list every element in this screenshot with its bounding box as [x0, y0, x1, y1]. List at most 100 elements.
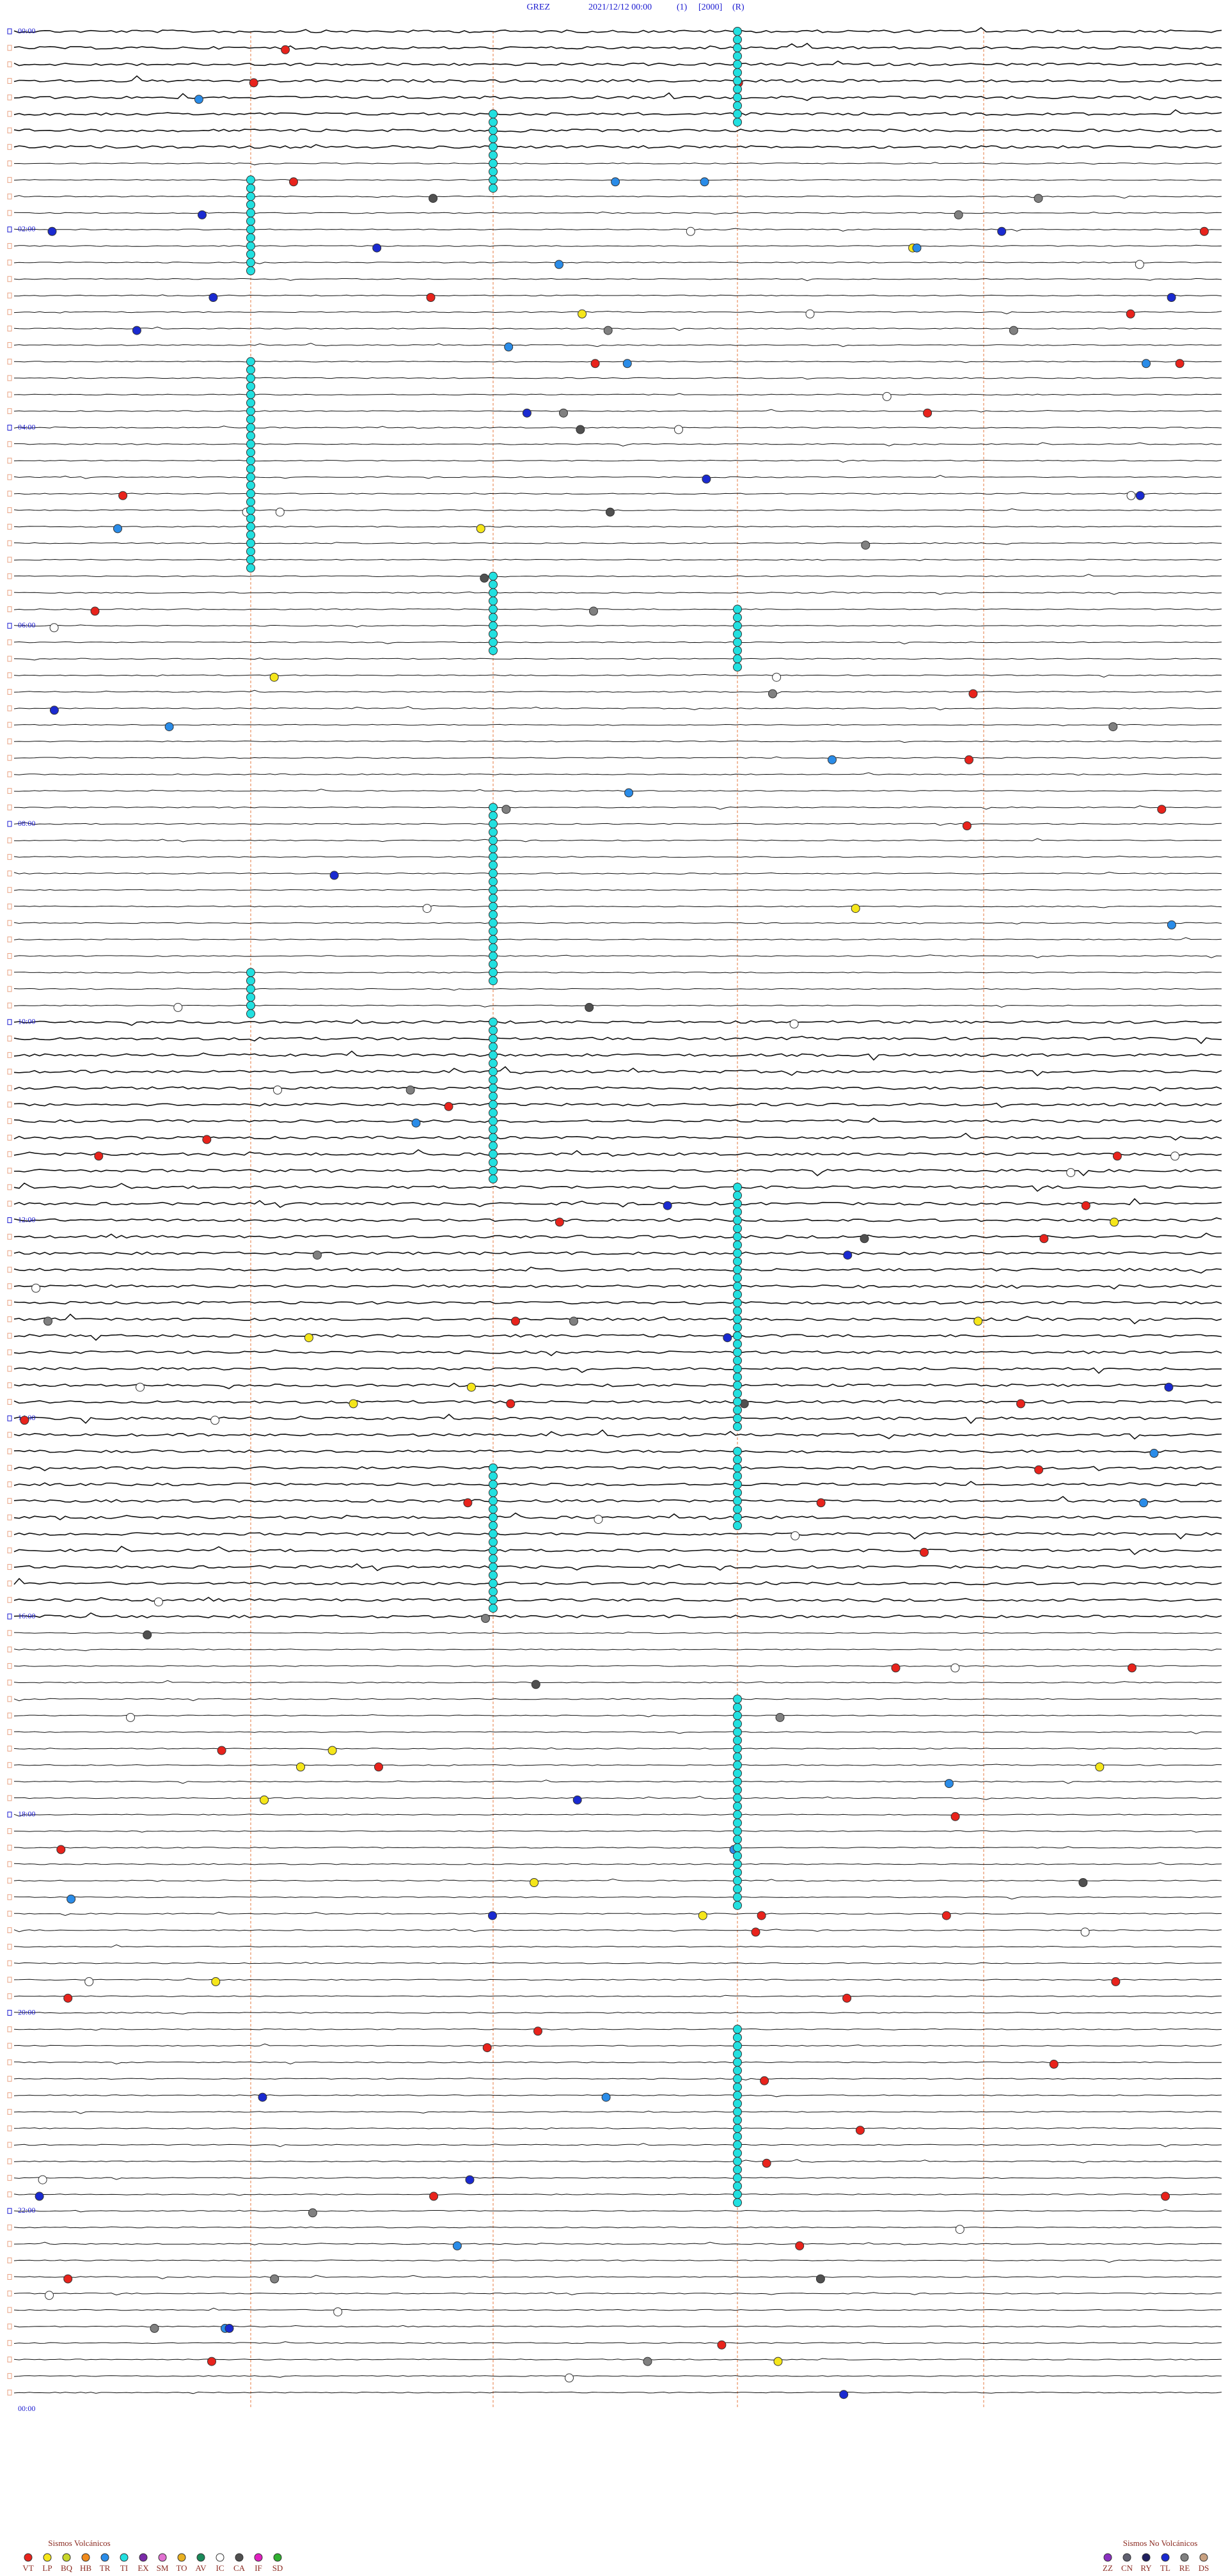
event-marker: [1157, 805, 1167, 814]
tremor-marker: [733, 1860, 742, 1869]
tremor-marker: [733, 1298, 742, 1308]
event-marker: [501, 805, 511, 814]
trace: [13, 1367, 1222, 1374]
row-marker: [7, 656, 12, 662]
row-marker: [7, 491, 12, 497]
tremor-marker: [489, 1480, 498, 1489]
tremor-marker: [733, 1851, 742, 1861]
event-marker: [38, 2175, 47, 2185]
event-marker: [1135, 491, 1145, 500]
trace: [13, 2275, 1222, 2279]
row-marker: [7, 28, 12, 35]
tremor-marker: [246, 365, 255, 375]
tremor-marker: [246, 216, 255, 226]
trace: [13, 1978, 1222, 1981]
tremor-marker: [733, 2074, 742, 2083]
row-marker: [7, 1167, 12, 1174]
trace: [13, 1466, 1222, 1471]
row-marker: [7, 507, 12, 514]
row-marker: [7, 226, 12, 233]
scale: [2000]: [698, 3, 722, 12]
datetime: 2021/12/12 00:00: [588, 3, 652, 12]
row-marker: [7, 821, 12, 827]
trace: [13, 1019, 1222, 1026]
row-marker: [7, 1828, 12, 1835]
trace: [13, 1349, 1222, 1357]
legend-title: Sismos Volcánicos: [48, 2538, 110, 2548]
trace: [13, 2077, 1222, 2081]
tremor-marker: [733, 1257, 742, 1266]
event-marker: [559, 408, 568, 418]
event-marker: [1142, 359, 1151, 368]
event-marker: [90, 606, 100, 616]
tremor-marker: [733, 1900, 742, 1910]
tremor-marker: [733, 1735, 742, 1745]
row-marker: [7, 2142, 12, 2148]
trace: [13, 624, 1222, 628]
row-marker: [7, 920, 12, 926]
event-marker: [973, 1316, 983, 1326]
legend-code: LP: [42, 2563, 52, 2573]
tremor-marker: [489, 827, 498, 837]
legend-swatch: [1122, 2553, 1131, 2562]
tremor-marker: [489, 1513, 498, 1522]
time-label: 08:00: [18, 819, 35, 828]
trace: [13, 1382, 1222, 1389]
event-marker: [482, 2043, 492, 2053]
trace: [13, 2241, 1222, 2245]
legend-code: DS: [1199, 2563, 1209, 2573]
legend-code: AV: [195, 2563, 207, 2573]
tremor-marker: [489, 175, 498, 185]
tremor-marker: [733, 2140, 742, 2149]
event-marker: [45, 2291, 54, 2300]
trace: [13, 210, 1222, 215]
tremor-marker: [246, 456, 255, 466]
event-marker: [1139, 1498, 1148, 1508]
row-marker: [7, 61, 12, 68]
event-marker: [1167, 920, 1176, 929]
tremor-marker: [489, 638, 498, 647]
tremor-marker: [733, 1752, 742, 1762]
event-marker: [296, 1762, 305, 1772]
tremor-marker: [489, 118, 498, 127]
trace: [13, 1197, 1222, 1208]
row-marker: [7, 1812, 12, 1818]
trace: [13, 690, 1222, 695]
row-marker: [7, 2208, 12, 2214]
tremor-marker: [733, 76, 742, 86]
event-marker: [444, 1102, 453, 1111]
tremor-marker: [246, 539, 255, 548]
trace: [13, 326, 1222, 331]
tremor-marker: [489, 1174, 498, 1183]
tremor-marker: [733, 662, 742, 672]
tremor-marker: [246, 472, 255, 482]
tremor-marker: [733, 2090, 742, 2100]
legend-swatch: [1199, 2553, 1208, 2562]
row-marker: [7, 1696, 12, 1702]
tremor-marker: [489, 968, 498, 977]
row-marker: [7, 1547, 12, 1554]
trace: [13, 2358, 1222, 2360]
event-marker: [773, 2357, 783, 2366]
tremor-marker: [489, 1496, 498, 1506]
trace: [13, 2226, 1222, 2229]
tremor-marker: [489, 1587, 498, 1597]
event-marker: [622, 359, 632, 368]
tremor-marker: [733, 1868, 742, 1877]
tremor-marker: [733, 2156, 742, 2166]
row-marker: [7, 1300, 12, 1306]
tremor-marker: [733, 1826, 742, 1836]
event-marker: [113, 524, 122, 533]
row-marker: [7, 1134, 12, 1141]
tremor-marker: [733, 2066, 742, 2075]
trace: [13, 2061, 1222, 2065]
event-marker: [1112, 1151, 1122, 1161]
tremor-marker: [246, 489, 255, 498]
tremor-marker: [489, 1141, 498, 1151]
row-marker: [7, 408, 12, 415]
tremor-marker: [489, 134, 498, 143]
tremor-marker: [733, 1355, 742, 1365]
trace: [13, 608, 1222, 610]
event-marker: [944, 1779, 954, 1789]
